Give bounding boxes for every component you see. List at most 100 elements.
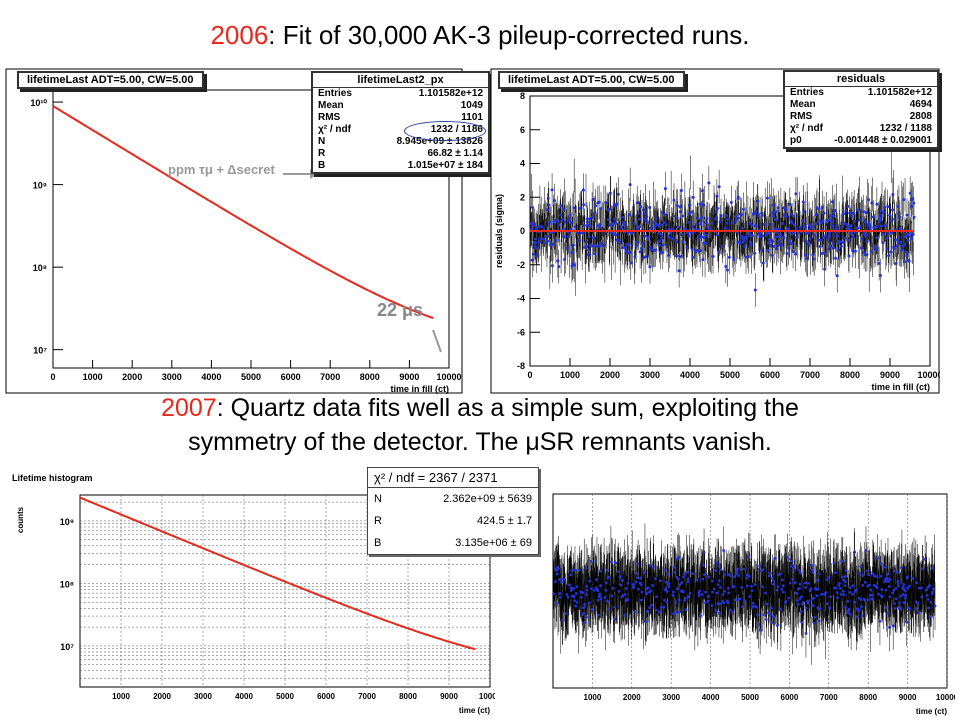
data-point [893,602,896,605]
x-tick-label: 0 [527,370,532,380]
data-point [900,566,903,569]
data-point [691,572,695,576]
x-tick-label: 2000 [623,693,641,702]
data-point [815,206,819,210]
data-point [884,236,888,240]
data-point [585,588,589,592]
data-point [637,225,641,229]
data-point [733,598,737,601]
data-point [678,210,682,214]
x-tick-label: 2000 [122,372,142,382]
stats-value: 1.101582e+12 [418,88,483,99]
data-point [767,611,770,615]
x-tick-label: 6000 [760,370,780,380]
data-point [621,215,625,219]
data-point [535,254,539,258]
data-point [770,576,774,580]
data-point [923,558,927,561]
data-point [632,583,636,587]
data-point [794,252,798,256]
data-point [884,606,888,609]
data-point [815,594,819,598]
x-axis-label: time in fill (ct) [391,384,450,394]
data-point [637,211,641,215]
slide-title-2006: 2006: Fit of 30,000 AK-3 pileup-correcte… [0,20,960,51]
data-point [806,231,810,235]
x-axis-label: time (ct) [916,707,947,716]
data-point [555,572,559,576]
data-point [660,233,664,237]
data-point [925,593,929,597]
data-point [556,567,560,571]
data-point [581,591,585,595]
y-tick-label: 2 [520,192,525,202]
data-point [758,564,762,568]
data-point [649,226,653,230]
data-point [632,222,636,226]
data-point [585,593,588,597]
data-point [885,573,889,576]
data-point [865,239,869,243]
data-point [570,251,574,255]
data-point [856,226,860,230]
data-point [674,610,678,614]
data-point [717,564,721,568]
data-point [710,221,714,225]
data-point [623,246,627,250]
data-point [633,610,637,614]
data-point [925,588,928,592]
data-point [768,244,772,248]
data-point [851,233,855,237]
data-point [645,215,649,219]
data-point [583,621,587,625]
data-point [792,223,796,227]
data-point [841,559,845,563]
data-point [747,555,750,559]
data-point [698,202,702,206]
data-point [750,584,753,588]
data-point [794,227,798,231]
lifetime-2007-plot: 1000 2000 3000 4000 5000 6000 7000 8000 9000 1000… [16,494,502,715]
data-point [813,615,817,619]
data-point [881,232,885,236]
data-point [731,221,735,225]
data-point [898,601,901,605]
data-point [705,233,709,237]
data-point [711,590,714,594]
data-point [915,581,919,585]
data-point [842,593,846,597]
data-point [679,255,683,259]
data-point [683,598,687,602]
data-point [732,258,736,262]
data-point [849,224,853,228]
data-point [744,255,748,259]
data-point [806,601,810,605]
data-point [724,226,728,230]
data-point [748,595,751,598]
data-point [790,221,794,225]
data-point [857,608,861,611]
data-point [588,244,592,248]
data-point [769,222,773,226]
data-point [739,234,743,238]
data-point [654,217,658,221]
data-point [568,213,572,217]
data-point [805,257,809,261]
data-point [891,193,895,197]
data-point [574,591,578,595]
data-point [611,586,615,590]
data-point [689,231,693,235]
data-point [723,589,727,593]
data-point [724,214,728,218]
data-point [660,606,663,610]
data-point [773,556,777,560]
data-point [903,596,907,600]
data-point [667,253,671,257]
data-point [818,607,822,611]
data-point [725,221,729,225]
data-point [864,548,868,552]
data-point [838,587,842,590]
data-point [760,214,764,218]
data-point [812,596,816,600]
data-point [780,587,784,591]
